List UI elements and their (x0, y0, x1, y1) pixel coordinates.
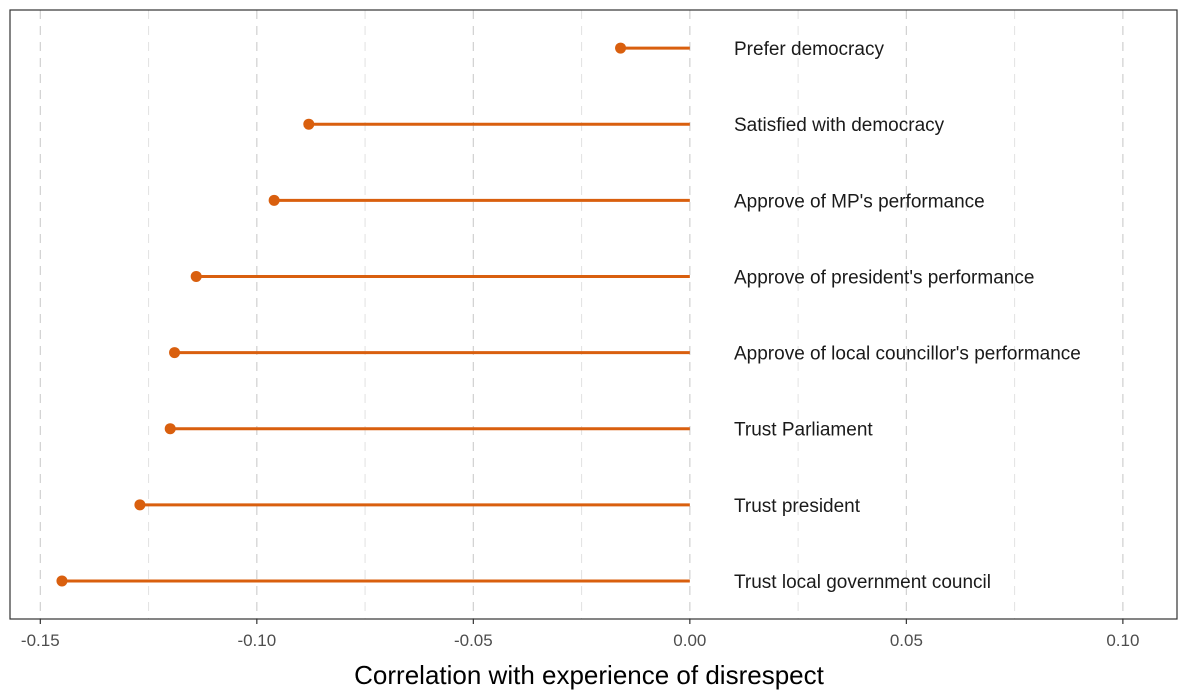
category-label: Trust local government council (734, 572, 991, 593)
x-tick-label: -0.10 (237, 631, 276, 650)
x-axis-ticks: -0.15 -0.10 -0.05 0.00 0.05 0.10 (21, 619, 1139, 650)
lollipop-point (268, 194, 280, 206)
category-labels: Prefer democracy Satisfied with democracy… (734, 39, 1081, 593)
category-label: Trust president (734, 496, 861, 517)
x-tick-label: -0.05 (454, 631, 493, 650)
category-label: Approve of MP's performance (734, 191, 985, 212)
plot-border (9, 9, 1178, 620)
x-tick-label: 0.00 (673, 631, 706, 650)
lollipop-point (615, 42, 627, 54)
lollipop-point (56, 575, 68, 587)
category-label: Approve of president's performance (734, 267, 1034, 288)
lollipop-point (190, 270, 202, 282)
lollipop-point (134, 499, 146, 511)
grid-lines (39, 10, 1124, 619)
x-tick-label: -0.15 (21, 631, 60, 650)
category-label: Prefer democracy (734, 39, 884, 60)
lollipop-point (169, 347, 181, 359)
x-axis-title: Correlation with experience of disrespec… (354, 660, 824, 690)
x-tick-label: 0.10 (1106, 631, 1139, 650)
data-marks (56, 42, 690, 587)
category-label: Satisfied with democracy (734, 115, 945, 136)
category-label: Approve of local councillor's performanc… (734, 344, 1081, 365)
category-label: Trust Parliament (734, 420, 873, 441)
x-tick-label: 0.05 (890, 631, 923, 650)
lollipop-point (303, 118, 315, 130)
plot-background (10, 10, 1177, 619)
lollipop-point (164, 423, 176, 435)
